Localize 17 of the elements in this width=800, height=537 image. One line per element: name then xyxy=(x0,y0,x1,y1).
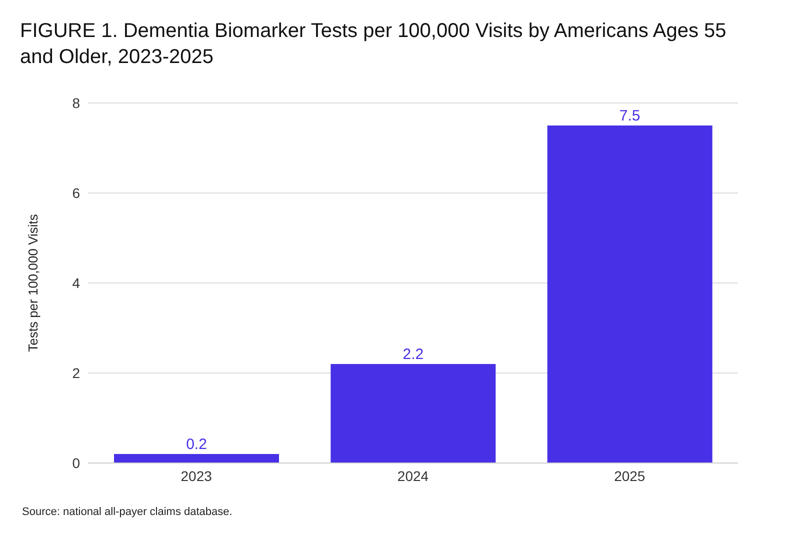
x-tick-label: 2024 xyxy=(397,468,429,484)
data-label: 0.2 xyxy=(186,436,207,453)
bar xyxy=(330,364,496,463)
bar xyxy=(547,126,712,463)
y-tick-label: 6 xyxy=(72,184,80,201)
bar xyxy=(114,454,279,463)
y-axis-title: Tests per 100,000 Visits xyxy=(26,214,41,352)
y-tick-label: 4 xyxy=(72,274,80,291)
data-label: 7.5 xyxy=(619,108,640,124)
y-tick-label: 8 xyxy=(72,94,80,111)
y-tick-label: 2 xyxy=(72,364,80,381)
x-tick-label: 2025 xyxy=(614,468,646,484)
x-tick-label: 2023 xyxy=(180,468,212,484)
chart-title: FIGURE 1. Dementia Biomarker Tests per 100,000 Visits by Americans Ages 55 and Older, 2023-2025 xyxy=(20,19,728,70)
y-tick-label: 0 xyxy=(72,454,80,471)
data-label: 2.2 xyxy=(402,346,424,363)
source-note: Source: national all-payer claims database. xyxy=(22,506,232,518)
